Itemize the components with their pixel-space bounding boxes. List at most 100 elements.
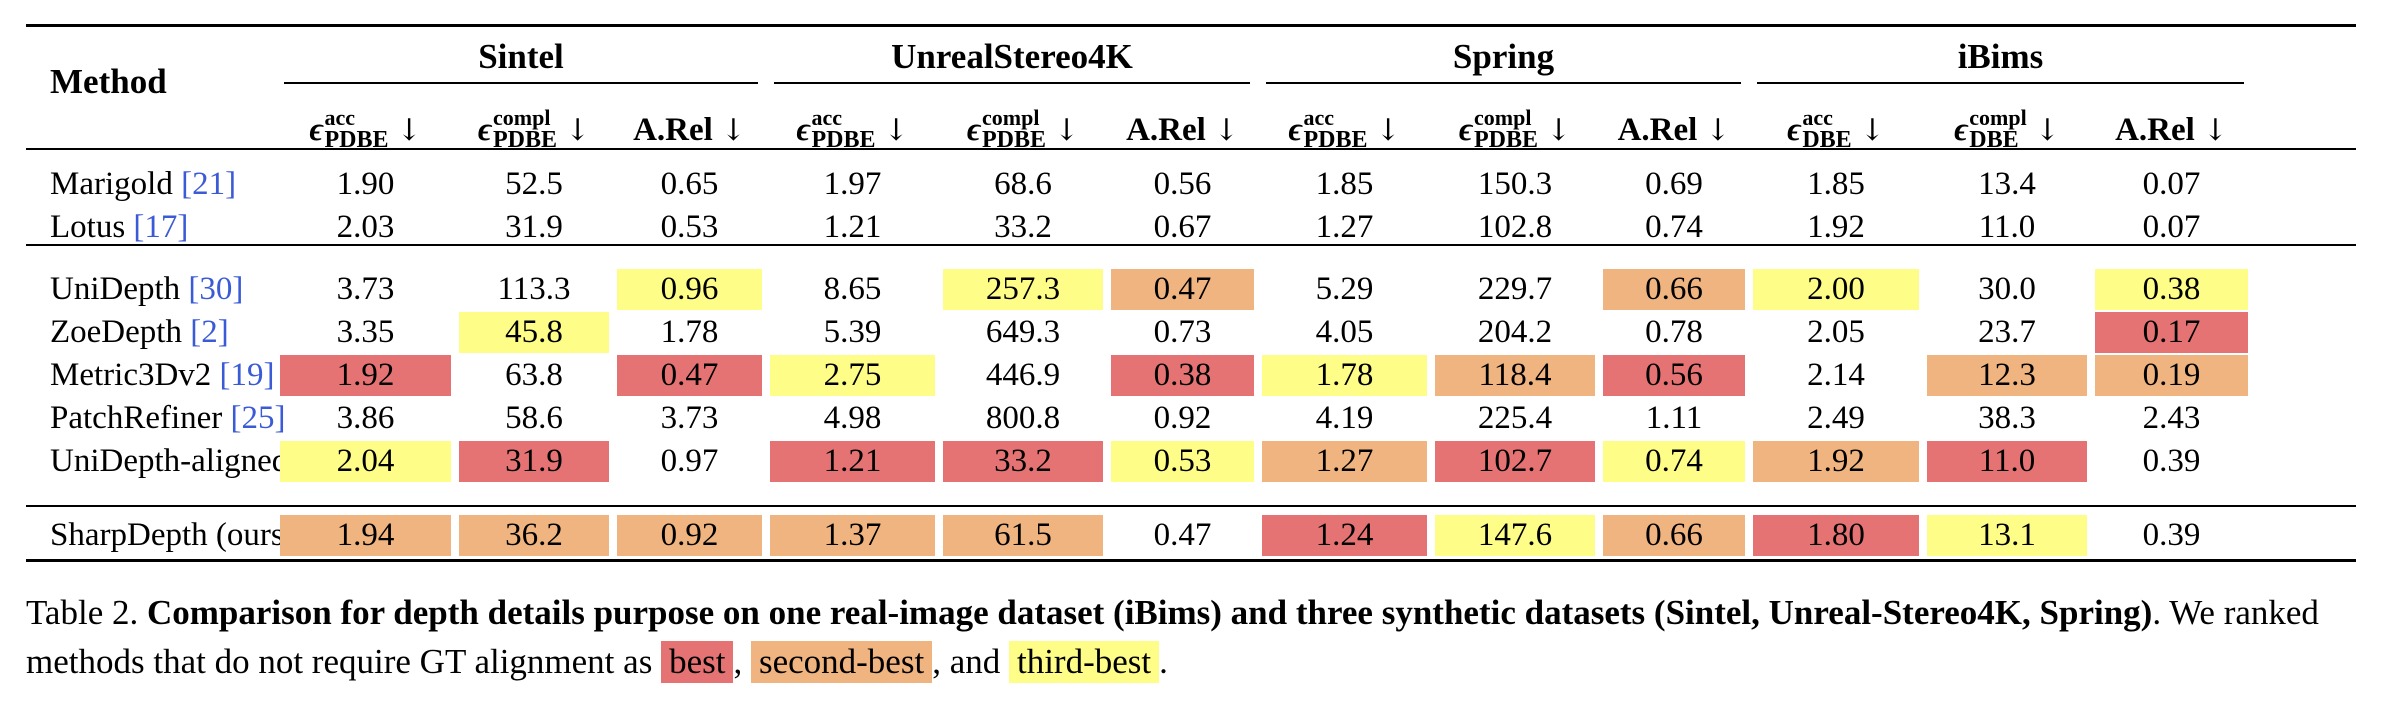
- value-cell: 33.2: [943, 441, 1103, 482]
- value-cell: 31.9: [505, 209, 563, 245]
- metric-name: A.Rel: [1617, 111, 1698, 148]
- value-cell: 204.2: [1477, 314, 1553, 350]
- down-arrow-icon: ↓: [565, 112, 591, 148]
- value-cell: 1.85: [1807, 166, 1865, 202]
- value-cell: 5.29: [1315, 271, 1374, 307]
- metric-scripts: compl PDBE: [982, 107, 1046, 152]
- caption-label: Table 2.: [26, 593, 139, 632]
- table-caption: Table 2. Comparison for depth details pu…: [26, 588, 2370, 686]
- bottom-rule: [26, 559, 2356, 562]
- value-cell: 0.96: [617, 269, 762, 310]
- method-name: Marigold: [50, 166, 173, 202]
- value-cell: 2.75: [770, 355, 935, 396]
- value-cell: 12.3: [1927, 355, 2087, 396]
- method-cell: Metric3Dv2 [19]: [26, 355, 300, 396]
- value-cell: 800.8: [985, 400, 1061, 436]
- down-arrow-icon: ↓: [720, 112, 746, 148]
- value-cell: 1.92: [1753, 441, 1919, 482]
- down-arrow-icon: ↓: [1705, 112, 1731, 148]
- value-cell: 1.94: [280, 515, 451, 556]
- citation-link[interactable]: [2]: [190, 314, 229, 350]
- value-cell: 1.92: [1807, 209, 1865, 245]
- dataset-header: Sintel: [478, 37, 564, 76]
- value-cell: 3.35: [336, 314, 395, 350]
- value-cell: 2.00: [1753, 269, 1919, 310]
- value-cell: 1.27: [1262, 441, 1427, 482]
- value-cell: 4.05: [1315, 314, 1374, 350]
- citation-link[interactable]: [19]: [219, 357, 275, 393]
- metric-header: ϵ acc PDBE ↓: [1258, 100, 1431, 160]
- value-cell: 0.47: [1153, 517, 1212, 553]
- citation-link[interactable]: [21]: [181, 166, 237, 202]
- down-arrow-icon: ↓: [1859, 112, 1885, 148]
- metric-scripts: acc PDBE: [1303, 105, 1368, 154]
- value-cell: 257.3: [943, 269, 1103, 310]
- value-cell: 5.39: [823, 314, 882, 350]
- value-cell: 1.85: [1315, 166, 1374, 202]
- value-cell: 0.39: [2142, 517, 2201, 553]
- metric-superscript: acc: [811, 105, 843, 131]
- value-cell: 0.78: [1645, 314, 1703, 350]
- value-cell: 38.3: [1978, 400, 2036, 436]
- epsilon-symbol: ϵ: [477, 111, 493, 148]
- metric-superscript: compl: [1474, 105, 1532, 131]
- epsilon-symbol: ϵ: [309, 111, 324, 148]
- citation-link[interactable]: [30]: [188, 271, 244, 307]
- section-rule-1: [26, 244, 2356, 246]
- value-cell: 0.47: [1111, 269, 1254, 310]
- value-cell: 3.73: [660, 400, 719, 436]
- value-cell: 63.8: [505, 357, 563, 393]
- metric-subscript: PDBE: [324, 127, 389, 154]
- metric-header: A.Rel ↓: [2091, 100, 2252, 160]
- value-cell: 0.53: [1111, 441, 1254, 482]
- metric-subscript: PDBE: [1303, 127, 1368, 154]
- value-cell: 0.47: [617, 355, 762, 396]
- dataset-header-underline: [284, 82, 758, 84]
- value-cell: 52.5: [505, 166, 563, 202]
- metric-subscript: DBE: [1969, 127, 2019, 154]
- metric-scripts: compl DBE: [1969, 107, 2026, 154]
- method-cell: SharpDepth (ours): [26, 515, 300, 556]
- down-arrow-icon: ↓: [1213, 112, 1239, 148]
- epsilon-symbol: ϵ: [1458, 111, 1474, 148]
- metric-subscript: PDBE: [493, 127, 558, 154]
- value-cell: 102.7: [1435, 441, 1595, 482]
- method-name: SharpDepth (ours): [50, 517, 295, 553]
- value-cell: 0.74: [1603, 441, 1745, 482]
- method-cell: Marigold [21]: [26, 164, 300, 205]
- dataset-header: Spring: [1452, 37, 1555, 76]
- dataset-header-underline: [1757, 82, 2244, 84]
- value-cell: 0.97: [660, 443, 719, 479]
- caption-end: .: [1159, 642, 1168, 681]
- method-name: PatchRefiner: [50, 400, 223, 436]
- value-cell: 0.38: [1111, 355, 1254, 396]
- epsilon-symbol: ϵ: [1954, 111, 1969, 148]
- metric-subscript: DBE: [1802, 127, 1852, 154]
- dataset-header: iBims: [1957, 37, 2044, 76]
- value-cell: 0.19: [2095, 355, 2248, 396]
- method-cell: PatchRefiner [25]: [26, 398, 300, 439]
- value-cell: 147.6: [1435, 515, 1595, 556]
- metric-header: ϵ compl PDBE ↓: [455, 100, 613, 160]
- section-rule-2: [26, 505, 2356, 507]
- value-cell: 31.9: [459, 441, 609, 482]
- value-cell: 118.4: [1435, 355, 1595, 396]
- value-cell: 0.17: [2095, 312, 2248, 353]
- value-cell: 23.7: [1978, 314, 2036, 350]
- value-cell: 1.78: [660, 314, 719, 350]
- epsilon-symbol: ϵ: [1288, 111, 1303, 148]
- value-cell: 68.6: [994, 166, 1052, 202]
- dataset-header: UnrealStereo4K: [891, 37, 1133, 76]
- value-cell: 1.27: [1315, 209, 1374, 245]
- value-cell: 2.03: [336, 209, 395, 245]
- value-cell: 649.3: [985, 314, 1061, 350]
- value-cell: 0.67: [1153, 209, 1212, 245]
- metric-header: ϵ compl PDBE ↓: [939, 100, 1107, 160]
- citation-link[interactable]: [17]: [133, 209, 189, 245]
- citation-link[interactable]: [25]: [230, 400, 286, 436]
- metric-superscript: acc: [1303, 105, 1335, 131]
- value-cell: 0.74: [1645, 209, 1703, 245]
- value-cell: 1.11: [1645, 400, 1703, 436]
- down-arrow-icon: ↓: [883, 112, 909, 148]
- value-cell: 1.92: [280, 355, 451, 396]
